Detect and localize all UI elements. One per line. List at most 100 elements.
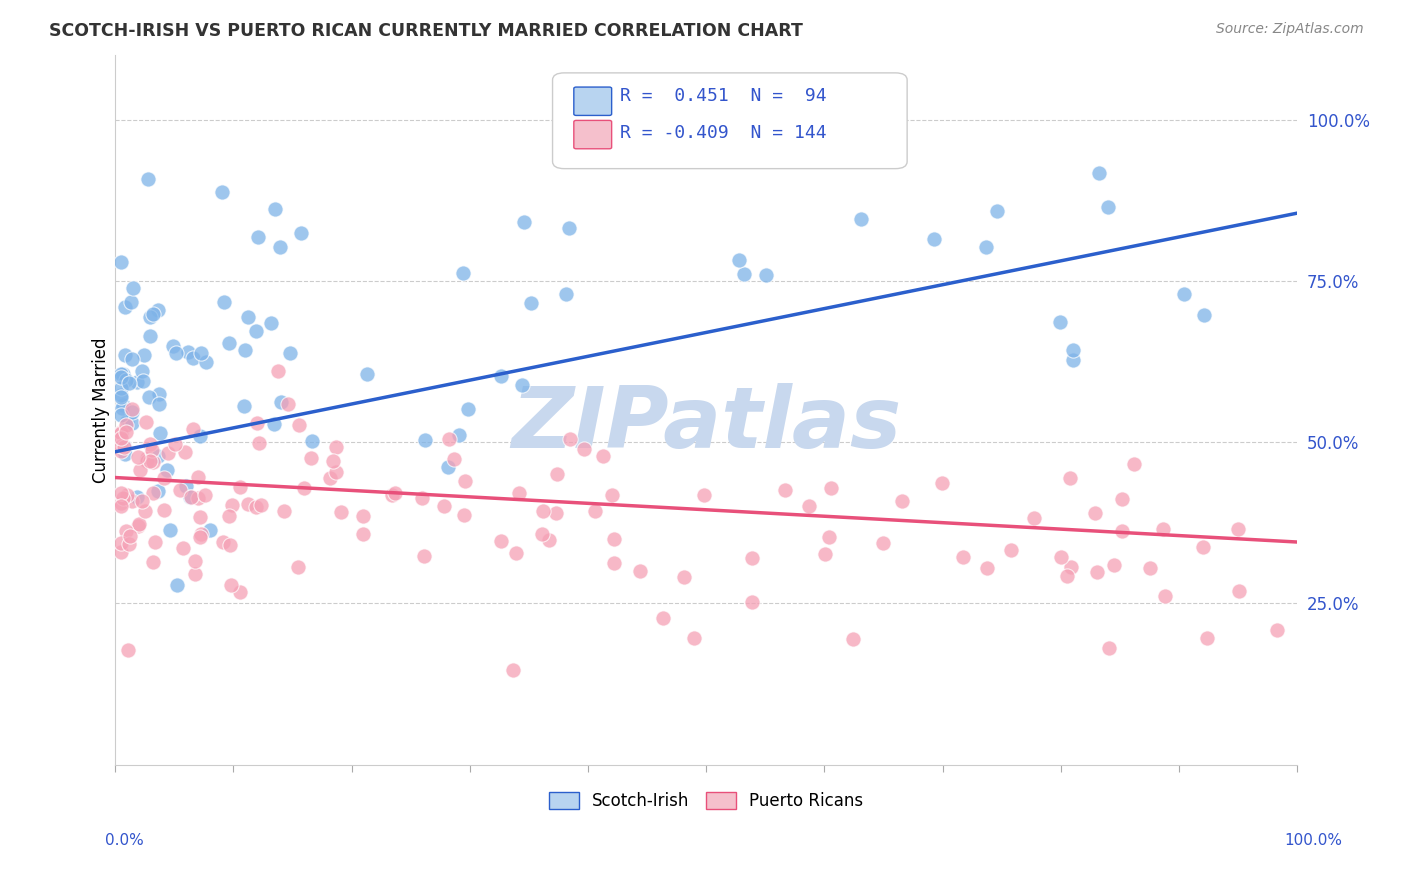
Point: [1088, 165, 1111, 179]
Point: [174, 479, 197, 493]
Point: [554, 287, 576, 301]
Point: [110, 426, 132, 441]
Point: [153, 503, 176, 517]
Point: [141, 443, 163, 458]
Point: [1197, 632, 1219, 646]
Point: [118, 537, 141, 551]
Point: [818, 530, 841, 544]
Point: [273, 504, 295, 518]
Point: [287, 560, 309, 574]
Point: [245, 500, 267, 514]
Point: [121, 493, 143, 508]
Point: [156, 446, 179, 460]
Point: [1060, 560, 1083, 574]
Point: [139, 436, 162, 450]
FancyBboxPatch shape: [553, 73, 907, 169]
Point: [931, 475, 953, 490]
Point: [891, 493, 914, 508]
Point: [110, 409, 132, 423]
Point: [165, 346, 187, 360]
Point: [249, 435, 271, 450]
Point: [110, 431, 132, 445]
Point: [263, 202, 285, 216]
Point: [190, 345, 212, 359]
Point: [583, 504, 606, 518]
Point: [1154, 589, 1177, 603]
Point: [1050, 550, 1073, 565]
Point: [148, 387, 170, 401]
Point: [127, 450, 149, 464]
Point: [1097, 200, 1119, 214]
Point: [245, 324, 267, 338]
Point: [277, 397, 299, 411]
Point: [221, 499, 243, 513]
Point: [1111, 492, 1133, 507]
Point: [546, 506, 568, 520]
Point: [502, 663, 524, 677]
Point: [1192, 308, 1215, 322]
Point: [110, 495, 132, 509]
Point: [508, 486, 530, 500]
Point: [111, 401, 134, 415]
Point: [181, 422, 204, 436]
Point: [146, 483, 169, 498]
Point: [1123, 457, 1146, 471]
Point: [166, 578, 188, 592]
Point: [538, 533, 561, 547]
Point: [986, 204, 1008, 219]
Point: [437, 432, 460, 446]
Point: [352, 527, 374, 541]
Point: [352, 508, 374, 523]
Point: [187, 470, 209, 484]
Point: [773, 483, 796, 497]
FancyBboxPatch shape: [574, 120, 612, 149]
Point: [693, 487, 716, 501]
Point: [672, 570, 695, 584]
Point: [142, 307, 165, 321]
Point: [179, 490, 201, 504]
Point: [278, 346, 301, 360]
Point: [381, 488, 404, 502]
Point: [184, 554, 207, 568]
Point: [384, 486, 406, 500]
Point: [288, 418, 311, 433]
Point: [628, 564, 651, 578]
Point: [1000, 543, 1022, 558]
Point: [267, 364, 290, 378]
Point: [121, 405, 143, 419]
Point: [187, 491, 209, 505]
Point: [190, 526, 212, 541]
Point: [128, 517, 150, 532]
FancyBboxPatch shape: [574, 87, 612, 115]
Point: [121, 352, 143, 367]
Point: [114, 300, 136, 314]
Point: [110, 369, 132, 384]
Point: [148, 450, 170, 464]
Point: [263, 417, 285, 431]
Point: [290, 226, 312, 240]
Point: [142, 555, 165, 569]
Point: [114, 374, 136, 388]
Point: [232, 399, 254, 413]
Point: [454, 474, 477, 488]
Point: [952, 550, 974, 565]
Point: [136, 454, 159, 468]
Point: [1049, 315, 1071, 329]
Point: [172, 541, 194, 556]
Point: [139, 454, 162, 468]
Point: [741, 595, 763, 609]
Point: [1227, 522, 1250, 536]
Point: [173, 445, 195, 459]
Point: [110, 425, 132, 440]
Point: [142, 486, 165, 500]
Point: [188, 429, 211, 443]
Point: [211, 185, 233, 199]
Point: [443, 452, 465, 467]
Text: SCOTCH-IRISH VS PUERTO RICAN CURRENTLY MARRIED CORRELATION CHART: SCOTCH-IRISH VS PUERTO RICAN CURRENTLY M…: [49, 22, 803, 40]
Point: [733, 268, 755, 282]
Point: [299, 450, 322, 465]
Point: [1227, 583, 1250, 598]
Point: [716, 143, 738, 157]
Point: [110, 499, 132, 513]
Point: [163, 437, 186, 451]
